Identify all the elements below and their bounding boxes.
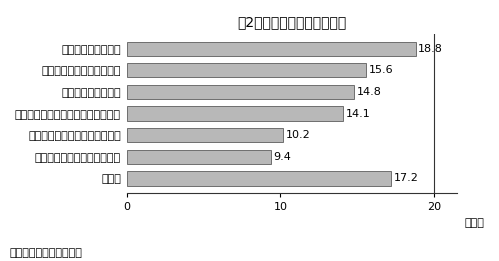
Text: 18.8: 18.8 <box>418 44 443 54</box>
Text: （％）: （％） <box>464 218 484 228</box>
Text: 15.6: 15.6 <box>369 65 393 75</box>
Title: 図2　経営上の問題（税関）: 図2 経営上の問題（税関） <box>237 15 346 29</box>
Text: （出所）広州日本商工会: （出所）広州日本商工会 <box>10 248 83 258</box>
Bar <box>127 150 271 164</box>
Bar <box>127 63 366 77</box>
Bar <box>127 41 416 56</box>
Bar <box>127 171 391 186</box>
Bar <box>127 85 354 99</box>
Bar <box>127 106 343 121</box>
Text: 10.2: 10.2 <box>286 130 310 140</box>
Text: 17.2: 17.2 <box>393 174 418 183</box>
Text: 14.8: 14.8 <box>356 87 381 97</box>
Bar <box>127 128 283 142</box>
Text: 14.1: 14.1 <box>346 109 370 118</box>
Text: 9.4: 9.4 <box>273 152 291 162</box>
